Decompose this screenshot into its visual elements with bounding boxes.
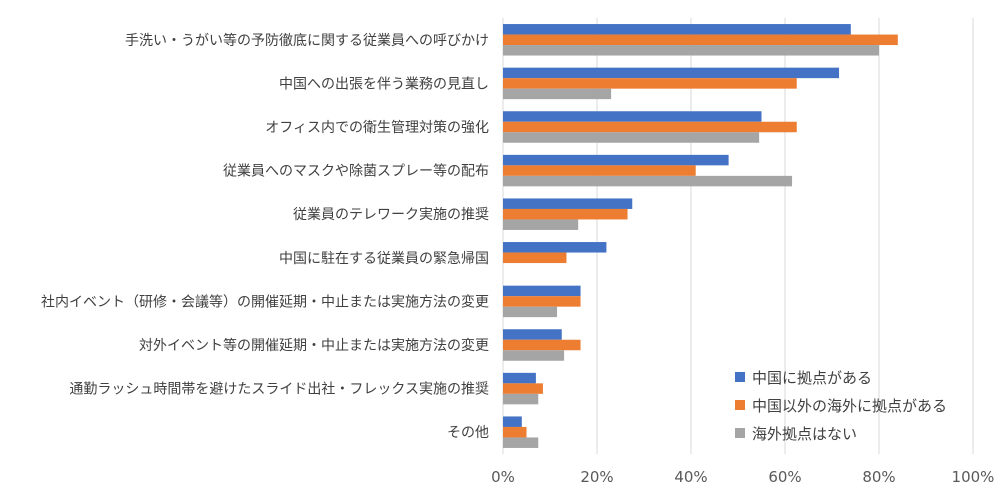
category-label: 対外イベント等の開催延期・中止または実施方法の変更: [139, 337, 489, 354]
bar: [503, 437, 539, 448]
x-tick-label: 20%: [580, 468, 613, 486]
bar: [503, 78, 797, 89]
x-tick-label: 40%: [674, 468, 707, 486]
bar: [503, 154, 729, 166]
bar: [503, 329, 562, 340]
bar: [503, 416, 522, 427]
bar: [503, 24, 851, 35]
bar: [503, 45, 879, 56]
legend-label: 中国に拠点がある: [752, 369, 872, 387]
bar: [503, 306, 558, 318]
bar: [503, 208, 628, 220]
category-label: 従業員のテレワーク実施の推奨: [293, 207, 489, 223]
x-tick-label: 60%: [768, 468, 801, 486]
category-label: その他: [447, 425, 489, 441]
bar: [503, 426, 527, 438]
category-label: 通勤ラッシュ時間帯を避けたスライド出社・フレックス実施の推奨: [69, 382, 489, 398]
category-label: 社内イベント（研修・会議等）の開催延期・中止または実施方法の変更: [41, 293, 489, 310]
category-label: 中国に駐在する従業員の緊急帰国: [279, 250, 489, 267]
category-label: 手洗い・うがい等の予防徹底に関する従業員への呼びかけ: [125, 32, 489, 49]
bar: [503, 67, 840, 79]
x-tick-label: 100%: [952, 468, 995, 486]
legend-swatch: [735, 428, 745, 438]
bar: [503, 198, 633, 209]
bar: [503, 165, 696, 176]
category-label: 従業員へのマスクや除菌スプレー等の配布: [223, 163, 489, 180]
legend-label: 中国以外の海外に拠点がある: [752, 397, 947, 415]
bar: [503, 111, 762, 122]
x-tick-label: 80%: [862, 468, 895, 486]
bar: [503, 296, 581, 307]
bar: [503, 350, 565, 361]
bar: [503, 175, 793, 187]
bar: [503, 34, 898, 46]
bar: [503, 219, 579, 230]
bar: [503, 285, 581, 297]
bar: [503, 121, 797, 133]
category-label: オフィス内での衛生管理対策の強化: [265, 119, 489, 136]
legend-label: 海外拠点はない: [752, 425, 857, 443]
bar: [503, 393, 539, 405]
legend-swatch: [735, 400, 745, 410]
bar: [503, 383, 543, 394]
legend-swatch: [735, 372, 745, 382]
category-label: 中国への出張を伴う業務の見直し: [279, 75, 489, 92]
bar: [503, 242, 607, 253]
bar: [503, 132, 760, 143]
bar: [503, 252, 567, 264]
bar: [503, 372, 536, 384]
x-tick-label: 0%: [491, 468, 515, 486]
bar: [503, 339, 581, 351]
bar: [503, 88, 612, 100]
